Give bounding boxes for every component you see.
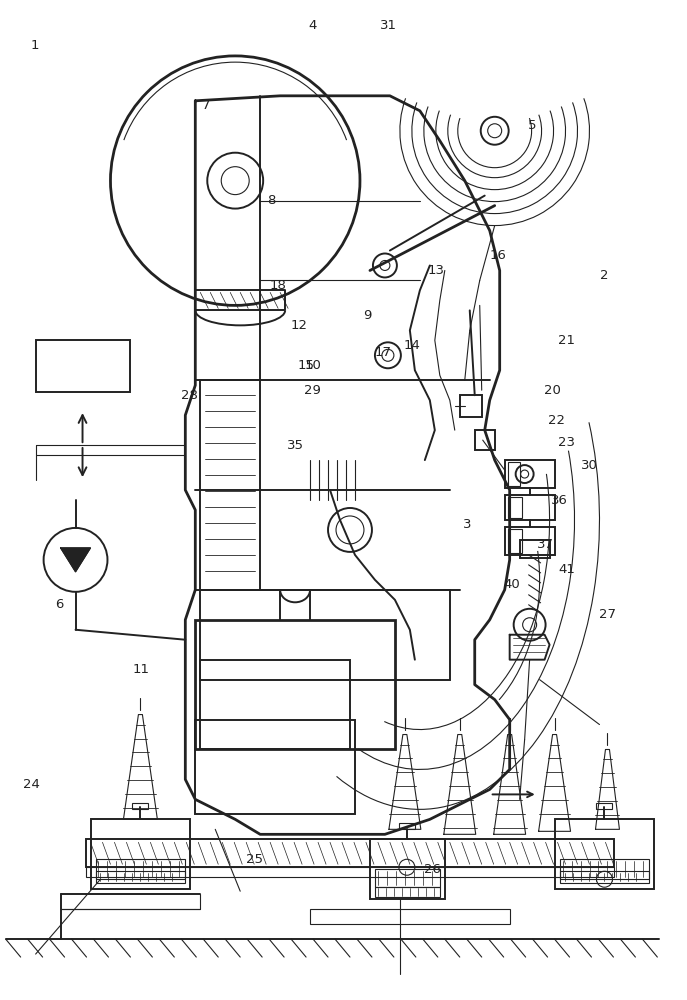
Bar bbox=[85, 867, 614, 877]
Text: 14: 14 bbox=[404, 339, 420, 352]
Bar bbox=[201, 660, 350, 749]
Bar bbox=[554, 819, 655, 889]
Text: 22: 22 bbox=[548, 414, 565, 427]
Bar bbox=[310, 909, 510, 924]
Bar bbox=[399, 823, 415, 829]
Bar bbox=[508, 462, 519, 486]
Text: 13: 13 bbox=[427, 264, 444, 277]
Bar bbox=[505, 527, 554, 555]
Text: 27: 27 bbox=[599, 608, 616, 621]
Bar bbox=[508, 529, 521, 553]
Bar bbox=[195, 620, 395, 749]
Bar bbox=[560, 871, 649, 883]
Bar bbox=[133, 803, 148, 809]
Bar bbox=[201, 380, 260, 590]
Text: 21: 21 bbox=[558, 334, 575, 347]
Text: 30: 30 bbox=[581, 459, 598, 472]
Bar bbox=[460, 395, 482, 417]
Bar bbox=[505, 460, 554, 488]
Text: 3: 3 bbox=[462, 518, 471, 531]
Bar bbox=[475, 430, 495, 450]
Bar bbox=[195, 720, 355, 814]
Polygon shape bbox=[60, 548, 91, 572]
Text: 2: 2 bbox=[600, 269, 608, 282]
Bar bbox=[508, 497, 521, 518]
Text: 4: 4 bbox=[308, 19, 317, 32]
Text: 7: 7 bbox=[202, 99, 211, 112]
Text: 16: 16 bbox=[489, 249, 506, 262]
Bar bbox=[370, 839, 444, 899]
Text: 6: 6 bbox=[55, 598, 63, 611]
Text: 24: 24 bbox=[23, 778, 40, 791]
Text: 12: 12 bbox=[291, 319, 308, 332]
Bar bbox=[201, 590, 450, 680]
Text: 11: 11 bbox=[133, 663, 150, 676]
Text: 5: 5 bbox=[528, 119, 537, 132]
Text: 36: 36 bbox=[551, 493, 568, 506]
Text: 28: 28 bbox=[181, 389, 198, 402]
Text: 29: 29 bbox=[304, 384, 321, 397]
Text: 20: 20 bbox=[544, 384, 561, 397]
Text: 9: 9 bbox=[363, 309, 372, 322]
Text: 10: 10 bbox=[304, 359, 321, 372]
Text: 23: 23 bbox=[558, 436, 575, 449]
Bar bbox=[36, 340, 131, 392]
Text: 18: 18 bbox=[270, 279, 286, 292]
Text: 17: 17 bbox=[375, 346, 392, 359]
Bar bbox=[95, 859, 185, 879]
Text: 8: 8 bbox=[267, 194, 275, 207]
Bar bbox=[505, 495, 554, 520]
Bar bbox=[91, 819, 190, 889]
Text: 1: 1 bbox=[31, 39, 39, 52]
Text: 41: 41 bbox=[558, 563, 575, 576]
Text: 15: 15 bbox=[297, 359, 314, 372]
Bar bbox=[519, 540, 550, 558]
Bar bbox=[560, 859, 649, 879]
Text: 25: 25 bbox=[246, 853, 263, 866]
Text: 26: 26 bbox=[424, 863, 441, 876]
Bar bbox=[375, 887, 440, 897]
Bar bbox=[375, 869, 440, 887]
Text: 35: 35 bbox=[287, 439, 304, 452]
Text: 37: 37 bbox=[537, 538, 554, 551]
Bar bbox=[596, 803, 612, 809]
Bar bbox=[85, 839, 614, 867]
Text: 31: 31 bbox=[379, 19, 396, 32]
Bar bbox=[95, 871, 185, 883]
Text: 40: 40 bbox=[503, 578, 520, 591]
